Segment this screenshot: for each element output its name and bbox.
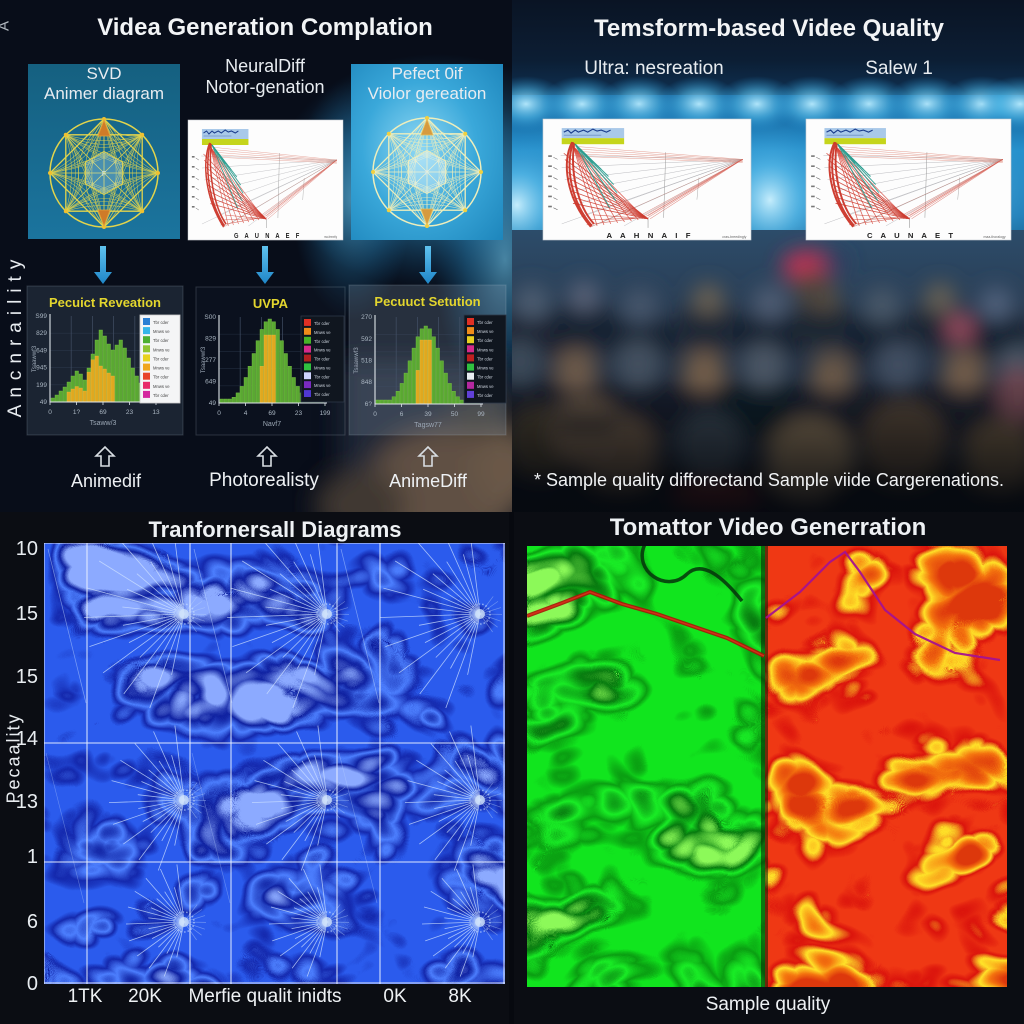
svg-text:99: 99 <box>477 411 485 418</box>
svg-text:F: F <box>102 171 106 178</box>
svg-text:Tbr cder: Tbr cder <box>314 374 330 379</box>
svg-text:23: 23 <box>295 410 303 417</box>
svg-text:39: 39 <box>424 411 432 418</box>
svg-text:S99: S99 <box>35 313 47 320</box>
svg-text:592: 592 <box>361 336 372 343</box>
svg-text:518: 518 <box>361 358 372 365</box>
svg-text:Pecuict Reveation: Pecuict Reveation <box>49 295 161 310</box>
svg-text:C A U N A E T: C A U N A E T <box>867 231 956 240</box>
svg-text:199: 199 <box>36 382 47 389</box>
svg-text:G A U N A E F: G A U N A E F <box>234 232 302 240</box>
svg-text:Mnws ve: Mnws ve <box>314 330 331 335</box>
svg-text:6: 6 <box>400 411 404 418</box>
svg-text:Mnws ve: Mnws ve <box>153 384 170 389</box>
svg-text:Tbr cder: Tbr cder <box>153 356 169 361</box>
svg-text:Tbr cder: Tbr cder <box>153 320 169 325</box>
svg-text:F: F <box>425 170 429 177</box>
svg-text:0: 0 <box>373 411 377 418</box>
svg-text:Mnws ve: Mnws ve <box>153 329 170 334</box>
svg-text:848: 848 <box>361 379 372 386</box>
svg-text:829: 829 <box>205 336 216 343</box>
svg-text:Mnws ve: Mnws ve <box>477 329 494 334</box>
svg-text:23: 23 <box>126 409 134 416</box>
svg-text:49: 49 <box>40 399 48 406</box>
svg-text:Mnws ve: Mnws ve <box>314 383 331 388</box>
svg-text:Tbr cder: Tbr cder <box>477 356 493 361</box>
svg-text:Tbr cder: Tbr cder <box>314 339 330 344</box>
svg-text:UVPA: UVPA <box>253 296 289 311</box>
svg-text:Tagsw77: Tagsw77 <box>414 422 442 429</box>
svg-text:6?: 6? <box>365 401 373 408</box>
svg-text:Tsaawwf3: Tsaawwf3 <box>32 345 38 372</box>
svg-text:Mnws ve: Mnws ve <box>477 366 494 371</box>
svg-text:Mnws ve: Mnws ve <box>153 347 170 352</box>
svg-text:Mnws ve: Mnws ve <box>153 366 170 371</box>
svg-text:Tbr cder: Tbr cder <box>153 393 169 398</box>
svg-text:Tbr cder: Tbr cder <box>477 375 493 380</box>
svg-text:69: 69 <box>268 410 276 417</box>
svg-text:50: 50 <box>451 411 459 418</box>
svg-text:4: 4 <box>244 410 248 417</box>
svg-text:49: 49 <box>209 400 217 407</box>
svg-text:Tbr cder: Tbr cder <box>153 375 169 380</box>
svg-text:Tbr cder: Tbr cder <box>314 357 330 362</box>
svg-text:945: 945 <box>36 365 47 372</box>
svg-text:199: 199 <box>320 410 331 417</box>
svg-text:69: 69 <box>99 409 107 416</box>
svg-text:Tbr cder: Tbr cder <box>477 320 493 325</box>
svg-text:649: 649 <box>205 379 216 386</box>
svg-text:0: 0 <box>48 409 52 416</box>
svg-text:maa-thoralogy: maa-thoralogy <box>984 235 1006 239</box>
svg-text:Tbr cder: Tbr cder <box>477 338 493 343</box>
svg-text:ma-fernelly: ma-fernelly <box>324 235 337 239</box>
svg-text:Tbr cder: Tbr cder <box>314 392 330 397</box>
svg-text:Tsaawwf3: Tsaawwf3 <box>201 346 207 373</box>
svg-text:cras-breedingly: cras-breedingly <box>722 235 746 239</box>
svg-text:A A H N A I F: A A H N A I F <box>607 231 694 240</box>
svg-text:1?: 1? <box>73 409 81 416</box>
svg-text:S00: S00 <box>204 314 216 321</box>
svg-text:277: 277 <box>205 357 216 364</box>
svg-text:829: 829 <box>36 330 47 337</box>
svg-text:Mnws ve: Mnws ve <box>477 347 494 352</box>
svg-text:Mnws ve: Mnws ve <box>314 348 331 353</box>
svg-text:Tbr cder: Tbr cder <box>314 321 330 326</box>
svg-text:Tbr cder: Tbr cder <box>153 338 169 343</box>
svg-text:270: 270 <box>361 314 372 321</box>
svg-text:Tbr cder: Tbr cder <box>477 393 493 398</box>
svg-text:Tsaawwf3: Tsaawwf3 <box>354 347 360 374</box>
svg-text:649: 649 <box>36 347 47 354</box>
svg-text:13: 13 <box>152 409 160 416</box>
svg-text:Mnws ve: Mnws ve <box>314 365 331 370</box>
svg-text:Tsaww/3: Tsaww/3 <box>90 420 117 427</box>
svg-text:Mnws ve: Mnws ve <box>477 384 494 389</box>
svg-text:Pecuuct Setution: Pecuuct Setution <box>374 294 480 309</box>
svg-text:0: 0 <box>217 410 221 417</box>
svg-text:Navf7: Navf7 <box>263 421 281 428</box>
